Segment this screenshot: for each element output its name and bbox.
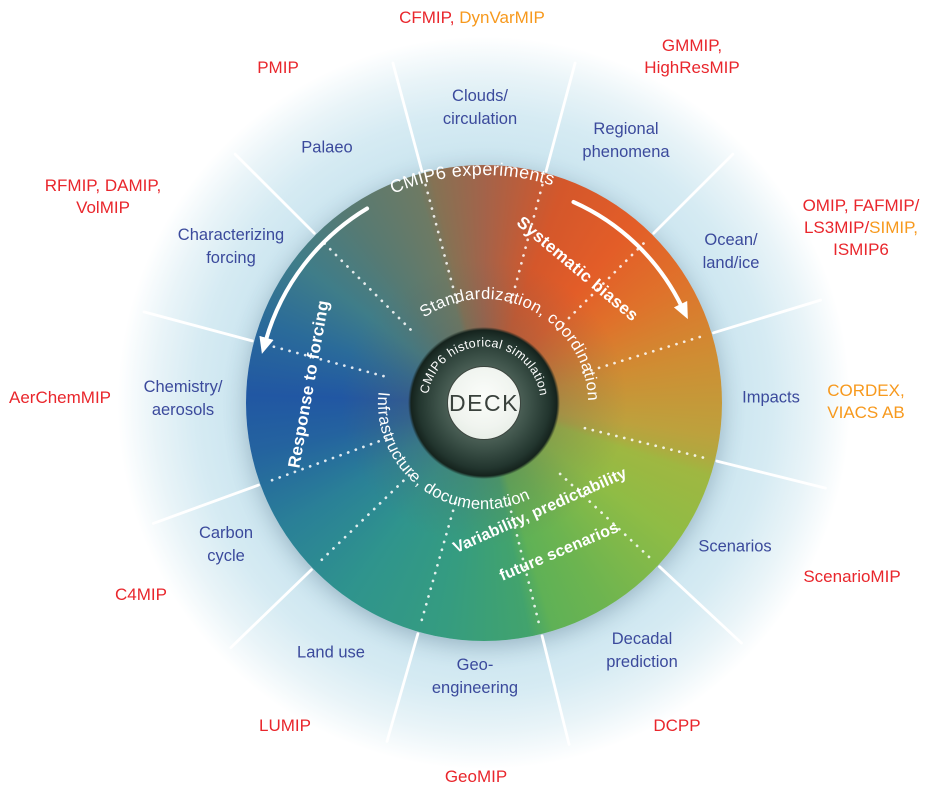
topic-characterizing-forcing: Characterizing forcing [178,224,284,270]
mip-scenariomip: ScenarioMIP [803,566,901,586]
mip-ls3mip-simip-line: LS3MIP/SIMIP, [803,217,920,239]
topic-line: aerosols [151,401,215,419]
mip-pmip: PMIP [257,57,299,77]
mip-geomip: GeoMIP [444,766,508,786]
mip-label-dcpp: DCPP [653,715,700,737]
mip-label-omip-group: OMIP, FAFMIP/ LS3MIP/SIMIP, ISMIP6 [803,195,920,261]
topic-line: Regional [593,120,659,139]
mip-highresmip: HighResMIP [644,58,740,77]
mip-label-gmmip-highresmip: GMMIP, HighResMIP [644,35,739,79]
topic-line: cycle [207,547,245,565]
mip-label-rfmip-group: RFMIP, DAMIP, VolMIP [45,175,162,219]
mip-label-c4mip: C4MIP [115,584,167,606]
mip-gmmip: GMMIP, [661,35,723,55]
topic-chemistry-aerosols: Chemistry/ aerosols [144,376,223,422]
topic-carbon-cycle: Carbon cycle [199,522,253,568]
mip-viacs-ab: VIACS AB [827,403,905,422]
mip-label-pmip: PMIP [257,57,299,79]
topic-ocean-land-ice: Ocean/ land/ice [703,229,760,275]
topic-line: Palaeo [301,138,353,157]
mip-cordex: CORDEX, [827,380,905,400]
mip-lumip: LUMIP [259,715,311,735]
topic-line: phenomena [582,143,670,161]
topic-palaeo: Palaeo [301,137,352,160]
topic-land-use: Land use [297,642,365,665]
topic-line: Clouds/ [452,87,508,106]
topic-line: prediction [606,653,678,671]
mip-label-cordex-viacs: CORDEX, VIACS AB [827,380,904,424]
mip-dcpp: DCPP [653,715,701,735]
topic-line: Geo- [456,656,494,675]
topic-line: Characterizing [177,226,285,245]
topic-scenarios: Scenarios [698,536,771,559]
topic-line: Decadal [611,630,673,649]
topic-line: Impacts [742,388,800,407]
topic-line: forcing [206,249,256,267]
topic-line: Scenarios [698,537,772,556]
topic-geoengineering: Geo- engineering [432,654,518,700]
mip-omip-fafmip: OMIP, FAFMIP/ [802,195,920,215]
topic-impacts: Impacts [742,387,800,410]
mip-label-aerchemmip: AerChemMIP [9,387,111,409]
mip-cfmip: CFMIP, [399,7,455,27]
topic-line: Ocean/ [704,231,758,250]
mip-volmip: VolMIP [76,198,130,217]
deck-circle: DECK [447,366,521,440]
deck-label: DECK [449,389,519,416]
mip-label-scenariomip: ScenarioMIP [803,566,900,588]
mip-label-geomip: GeoMIP [445,766,507,788]
mip-simip: SIMIP, [869,217,919,237]
topic-regional-phenomena: Regional phenomena [582,118,669,164]
mip-aerchemmip: AerChemMIP [8,387,112,407]
topic-line: Chemistry/ [143,378,223,397]
mip-label-lumip: LUMIP [259,715,311,737]
mip-ls3mip: LS3MIP/ [803,217,870,237]
topic-line: Land use [297,643,365,662]
mip-rfmip-damip: RFMIP, DAMIP, [44,175,162,195]
mip-label-cfmip-dynvarmip: CFMIP, DynVarMIP [399,7,545,29]
topic-line: engineering [431,679,519,697]
topic-clouds-circulation: Clouds/ circulation [443,85,517,131]
topic-decadal-prediction: Decadal prediction [606,628,678,674]
mip-ismip6: ISMIP6 [833,240,889,260]
topic-line: land/ice [702,254,760,272]
mip-c4mip: C4MIP [115,584,167,604]
topic-line: circulation [442,110,518,128]
topic-line: Carbon [198,524,254,543]
mip-dynvarmip: DynVarMIP [459,7,545,27]
